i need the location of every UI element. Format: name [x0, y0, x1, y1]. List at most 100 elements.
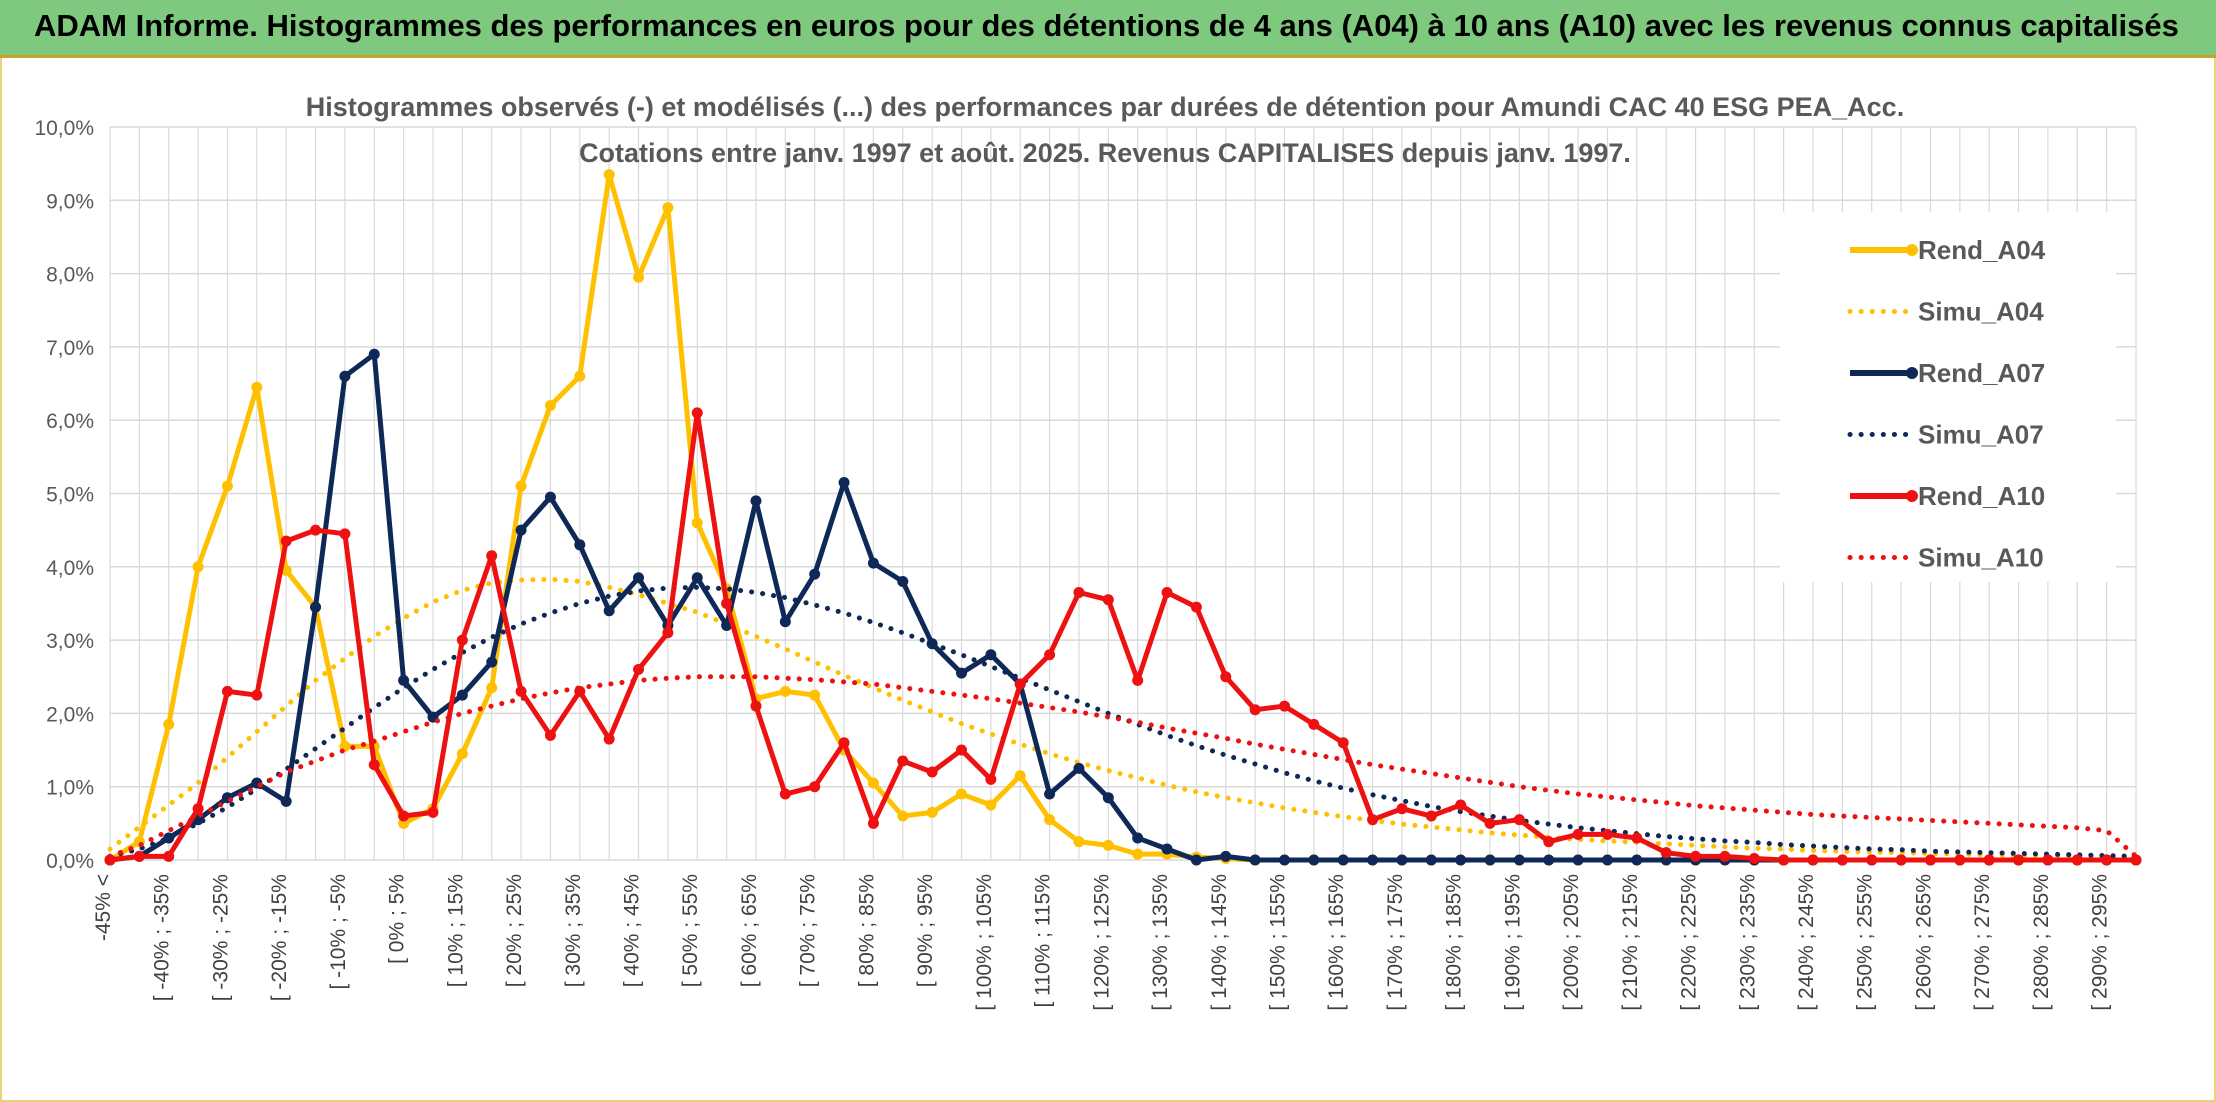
data-point-rend-a10 [163, 850, 175, 862]
data-point-rend-a10 [1425, 810, 1437, 822]
data-point-rend-a07 [838, 477, 850, 489]
data-point-rend-a10 [1660, 847, 1672, 859]
chart-title: Histogrammes observés (-) et modélisés (… [306, 92, 1904, 122]
data-point-rend-a04 [1102, 839, 1114, 851]
data-point-rend-a07 [1484, 854, 1496, 866]
x-tick-label: [ 130% ; 135% [1149, 874, 1172, 1011]
data-point-rend-a10 [1836, 854, 1848, 866]
data-point-rend-a07 [1308, 854, 1320, 866]
data-point-rend-a07 [897, 575, 909, 587]
data-point-rend-a07 [809, 568, 821, 580]
data-point-rend-a07 [398, 674, 410, 686]
data-point-rend-a04 [779, 685, 791, 697]
data-point-rend-a07 [1044, 788, 1056, 800]
data-point-rend-a04 [515, 480, 527, 492]
data-point-rend-a10 [1455, 799, 1467, 811]
data-point-rend-a10 [838, 737, 850, 749]
data-point-rend-a04 [633, 271, 645, 283]
data-point-rend-a10 [251, 689, 263, 701]
x-tick-label: [ 210% ; 215% [1619, 874, 1642, 1011]
x-tick-label: [ 70% ; 75% [797, 874, 820, 987]
data-point-rend-a04 [809, 689, 821, 701]
legend-marker-rend-a04 [1906, 244, 1918, 256]
x-tick-label: [ 90% ; 95% [914, 874, 937, 987]
data-point-rend-a10 [398, 810, 410, 822]
data-point-rend-a10 [310, 524, 322, 536]
y-axis: 0,0% 1,0% 2,0% 3,0% 4,0% 5,0% 6,0% 7,0% 8,0% 9,0%… [34, 117, 94, 873]
data-point-rend-a04 [985, 799, 997, 811]
data-point-rend-a07 [1073, 762, 1085, 774]
data-point-rend-a10 [1014, 678, 1026, 690]
data-point-rend-a10 [1102, 594, 1114, 606]
data-point-rend-a07 [456, 689, 468, 701]
data-point-rend-a10 [2101, 854, 2113, 866]
data-point-rend-a10 [1132, 674, 1144, 686]
data-point-rend-a07 [691, 572, 703, 584]
data-point-rend-a04 [192, 561, 204, 573]
legend-label-simu-a04: Simu_A04 [1918, 297, 2044, 327]
data-point-rend-a07 [779, 616, 791, 628]
x-tick-label: [ 0% ; 5% [386, 874, 409, 964]
data-point-rend-a10 [1983, 854, 1995, 866]
x-tick-label: [ 290% ; 295% [2089, 874, 2112, 1011]
data-point-rend-a10 [779, 788, 791, 800]
data-point-rend-a10 [603, 733, 615, 745]
data-point-rend-a07 [544, 491, 556, 503]
x-tick-label: [ 230% ; 235% [1736, 874, 1759, 1011]
data-point-rend-a10 [104, 854, 116, 866]
data-point-rend-a10 [339, 528, 351, 540]
data-point-rend-a07 [368, 348, 380, 360]
data-point-rend-a10 [1161, 586, 1173, 598]
data-point-rend-a04 [603, 169, 615, 181]
data-point-rend-a10 [1601, 828, 1613, 840]
data-point-rend-a10 [1396, 803, 1408, 815]
data-point-rend-a07 [515, 524, 527, 536]
x-tick-label: [ -40% ; -35% [151, 874, 174, 1001]
x-axis: -45% < [ -40% ; -35% [ -30% ; -25% [ -20% ;… [92, 874, 2112, 1011]
data-point-rend-a10 [486, 550, 498, 562]
data-point-rend-a07 [1337, 854, 1349, 866]
data-point-rend-a07 [1190, 854, 1202, 866]
data-point-rend-a10 [2013, 854, 2025, 866]
report-banner: ADAM Informe. Histogrammes des performan… [0, 0, 2216, 58]
data-point-rend-a04 [662, 202, 674, 214]
data-point-rend-a07 [310, 601, 322, 613]
data-point-rend-a04 [1132, 848, 1144, 860]
data-point-rend-a07 [1102, 792, 1114, 804]
data-point-rend-a07 [280, 795, 292, 807]
y-tick-label: 3,0% [46, 630, 94, 653]
y-tick-label: 9,0% [46, 190, 94, 213]
data-point-rend-a07 [1572, 854, 1584, 866]
data-point-rend-a07 [486, 656, 498, 668]
series-line-simu-a04 [107, 576, 2139, 860]
y-tick-label: 1,0% [46, 777, 94, 800]
data-point-rend-a10 [691, 407, 703, 419]
data-point-rend-a07 [1396, 854, 1408, 866]
series-layer [104, 169, 2142, 866]
y-tick-label: 7,0% [46, 337, 94, 360]
legend: Rend_A04 Simu_A04 Rend_A07 Simu_A07 Rend_A10… [1780, 212, 2116, 582]
data-point-rend-a04 [897, 810, 909, 822]
chart-frame [0, 58, 2216, 1102]
data-point-rend-a10 [1690, 850, 1702, 862]
y-tick-label: 4,0% [46, 557, 94, 580]
y-tick-label: 10,0% [34, 117, 94, 140]
data-point-rend-a10 [897, 755, 909, 767]
x-tick-label: [ -30% ; -25% [209, 874, 232, 1001]
data-point-rend-a10 [427, 806, 439, 818]
data-point-rend-a10 [926, 766, 938, 778]
x-tick-label: [ 280% ; 285% [2030, 874, 2053, 1011]
x-tick-label: [ 60% ; 65% [738, 874, 761, 987]
data-point-rend-a10 [1924, 854, 1936, 866]
data-point-rend-a04 [926, 806, 938, 818]
data-point-rend-a04 [1044, 814, 1056, 826]
data-point-rend-a10 [1337, 737, 1349, 749]
data-point-rend-a07 [956, 667, 968, 679]
data-point-rend-a10 [1954, 854, 1966, 866]
y-tick-label: 2,0% [46, 703, 94, 726]
data-point-rend-a04 [251, 381, 263, 393]
data-point-rend-a10 [1513, 814, 1525, 826]
data-point-rend-a10 [1484, 817, 1496, 829]
legend-label-rend-a04: Rend_A04 [1918, 235, 2046, 265]
series-line-rend-a10 [109, 410, 2136, 863]
